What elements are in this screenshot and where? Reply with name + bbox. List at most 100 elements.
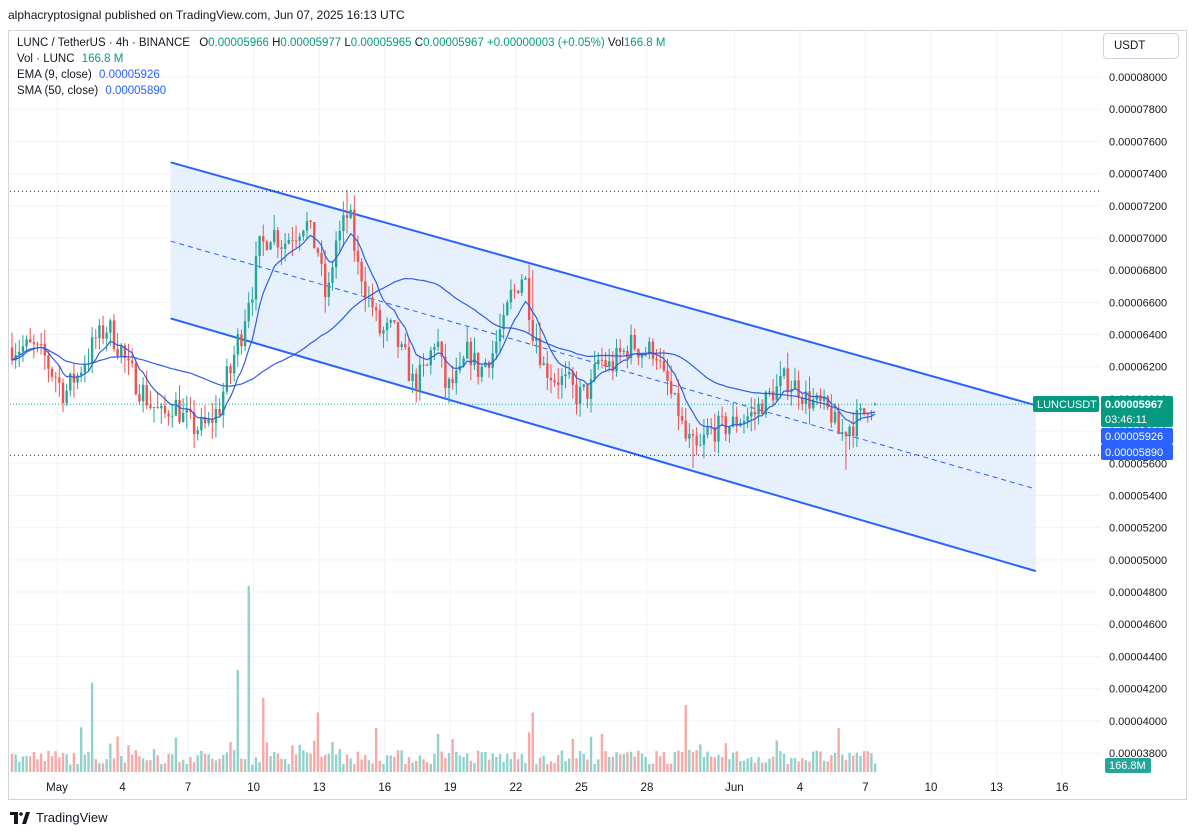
candle-body bbox=[160, 405, 163, 409]
candle-body bbox=[69, 373, 72, 391]
candle-body bbox=[247, 302, 250, 322]
volume-bar bbox=[393, 756, 396, 772]
candle-body bbox=[262, 236, 265, 242]
volume-bar bbox=[862, 751, 866, 772]
volume-bar bbox=[710, 756, 713, 772]
candle-body bbox=[94, 337, 97, 339]
candle-body bbox=[531, 319, 534, 341]
volume-bar bbox=[254, 757, 258, 772]
volume-bar bbox=[735, 751, 738, 772]
volume-bar bbox=[531, 712, 534, 772]
candle-body bbox=[254, 256, 258, 300]
candle-body bbox=[360, 261, 363, 282]
time-tick-label: 7 bbox=[185, 782, 191, 794]
candle-body bbox=[327, 282, 331, 298]
candle-body bbox=[484, 362, 487, 367]
candle-body bbox=[294, 240, 298, 242]
volume-bar bbox=[353, 764, 356, 772]
candle-body bbox=[564, 374, 567, 377]
candle-body bbox=[32, 342, 36, 344]
volume-bar bbox=[407, 757, 411, 772]
volume-bar bbox=[72, 753, 76, 772]
price-tick-label: 0.00005400 bbox=[1109, 490, 1167, 502]
tradingview-branding[interactable]: TradingView bbox=[10, 810, 108, 825]
volume-bar bbox=[200, 750, 203, 772]
volume-bar bbox=[21, 756, 25, 772]
candle-body bbox=[145, 384, 148, 406]
candle-body bbox=[316, 248, 320, 253]
volume-bar bbox=[651, 763, 655, 772]
high-value: 0.00005977 bbox=[280, 37, 342, 49]
volume-bar bbox=[415, 760, 418, 772]
volume-row: Vol · LUNC 166.8 M bbox=[17, 51, 665, 67]
volume-bar bbox=[797, 761, 800, 772]
volume-bar bbox=[506, 753, 509, 772]
ohlc-row: LUNC / TetherUS · 4h · BINANCE O0.000059… bbox=[17, 35, 665, 51]
chart-frame bbox=[8, 30, 1187, 800]
sma-price-tag-bg bbox=[1101, 444, 1173, 460]
last-price-tag: 0.00005967 bbox=[1105, 399, 1163, 411]
candle-body bbox=[600, 359, 604, 361]
volume-bar bbox=[283, 758, 287, 772]
volume-bar bbox=[14, 754, 17, 772]
volume-bar bbox=[666, 763, 669, 772]
candle-body bbox=[29, 339, 32, 343]
candle-body bbox=[152, 406, 156, 408]
time-tick-label: 25 bbox=[575, 782, 588, 794]
volume-bar bbox=[338, 749, 341, 772]
currency-selector[interactable]: USDT bbox=[1103, 33, 1179, 59]
price-channel bbox=[170, 161, 1037, 573]
candle-body bbox=[811, 399, 815, 409]
symbol-title[interactable]: LUNC / TetherUS · 4h · BINANCE bbox=[17, 37, 190, 49]
volume-bar bbox=[418, 755, 422, 772]
volume-indicator-label[interactable]: Vol · LUNC bbox=[17, 53, 75, 65]
candle-body bbox=[251, 299, 254, 303]
candle-body bbox=[436, 341, 440, 348]
candle-body bbox=[109, 320, 112, 333]
candle-body bbox=[560, 376, 564, 385]
volume-bar bbox=[524, 763, 527, 772]
candle-body bbox=[830, 407, 833, 423]
candle-body bbox=[822, 396, 826, 402]
volume-bar bbox=[396, 750, 400, 772]
candle-body bbox=[79, 372, 83, 376]
volume-bar bbox=[830, 754, 833, 772]
volume-bar bbox=[600, 733, 604, 772]
candle-body bbox=[39, 344, 43, 346]
candle-body bbox=[735, 416, 738, 426]
volume-bar bbox=[706, 751, 709, 772]
price-tick-label: 0.00004800 bbox=[1109, 587, 1167, 599]
volume-bar bbox=[498, 754, 502, 772]
volume-bar bbox=[604, 751, 607, 772]
candle-body bbox=[575, 384, 578, 404]
volume-bar bbox=[870, 753, 873, 772]
volume-bar bbox=[790, 757, 793, 772]
price-tick-label: 0.00006400 bbox=[1109, 330, 1167, 342]
candle-body bbox=[455, 370, 458, 384]
volume-bar bbox=[171, 754, 174, 772]
time-tick-label: 10 bbox=[247, 782, 260, 794]
time-tick-label: 13 bbox=[990, 782, 1003, 794]
top-bar: alphacryptosignal published on TradingVi… bbox=[0, 0, 1195, 30]
candle-body bbox=[753, 411, 757, 415]
volume-bar bbox=[495, 756, 498, 772]
volume-bar bbox=[793, 758, 797, 772]
candle-body bbox=[535, 338, 538, 341]
ema-label[interactable]: EMA (9, close) bbox=[17, 69, 92, 81]
volume-bar bbox=[822, 760, 826, 772]
candle-body bbox=[130, 360, 134, 364]
candle-body bbox=[229, 366, 232, 374]
volume-bar bbox=[61, 753, 65, 772]
volume-bar bbox=[349, 758, 352, 772]
candle-body bbox=[163, 405, 167, 414]
volume-bar bbox=[760, 762, 764, 772]
candle-body bbox=[207, 418, 210, 424]
volume-bar bbox=[243, 759, 247, 772]
volume-bar bbox=[382, 764, 385, 772]
countdown-tag: 03:46:11 bbox=[1105, 414, 1147, 426]
sma-label[interactable]: SMA (50, close) bbox=[17, 85, 99, 97]
volume-bar bbox=[112, 758, 116, 772]
volume-bar bbox=[364, 755, 367, 772]
candle-body bbox=[513, 289, 516, 291]
